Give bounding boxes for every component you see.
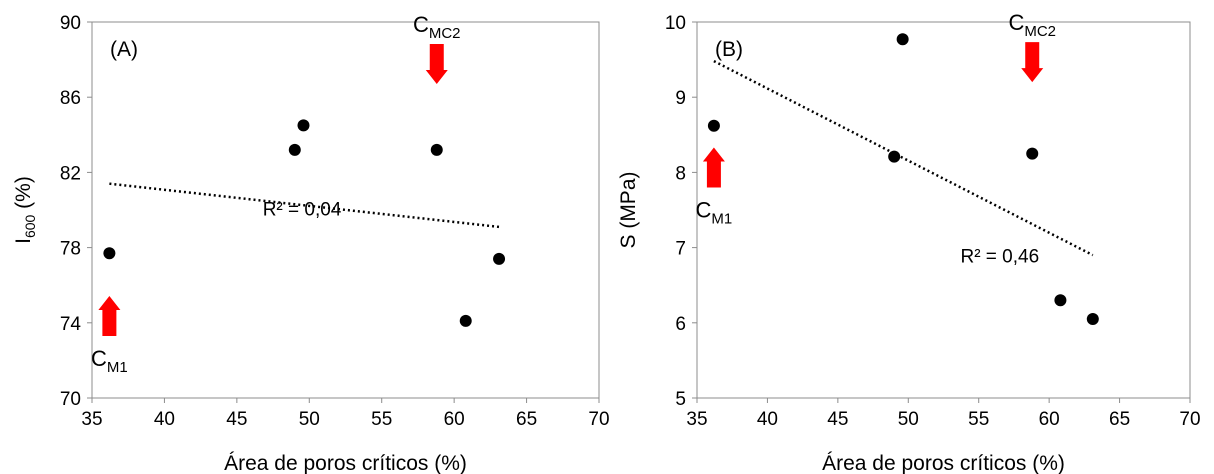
- x-tick-label: 65: [1109, 409, 1130, 430]
- y-tick-label: 78: [60, 239, 81, 260]
- data-point: [493, 252, 506, 265]
- data-point: [1086, 313, 1099, 326]
- y-tick-label: 8: [675, 163, 686, 184]
- data-point: [103, 247, 116, 260]
- point-annotation: CMC2: [413, 12, 461, 42]
- data-point: [288, 143, 301, 156]
- x-tick-label: 35: [81, 409, 102, 430]
- x-tick-label: 60: [1039, 409, 1060, 430]
- y-tick-label: 82: [60, 163, 81, 184]
- data-point: [707, 119, 720, 132]
- chart-panel-a: 35 40 45 50 55 60 65 70 70 74 78 82 86 90 Área de poro…: [12, 12, 610, 474]
- trend-line: [713, 59, 1094, 257]
- y-tick-label: 10: [665, 13, 686, 34]
- x-axis-label: Área de poros críticos (%): [822, 452, 1065, 474]
- data-point: [1054, 294, 1067, 307]
- y-tick-label: 70: [60, 389, 81, 410]
- y-tick-label: 7: [675, 239, 686, 260]
- plot-frame: [91, 21, 600, 399]
- panel-label: (B): [715, 38, 743, 61]
- arrow-down-icon: [1021, 42, 1044, 83]
- x-tick-label: 45: [827, 409, 848, 430]
- x-tick-label: 65: [516, 409, 537, 430]
- data-point: [430, 143, 443, 156]
- arrow-down-icon: [425, 44, 448, 85]
- x-tick-label: 70: [588, 409, 609, 430]
- data-point: [459, 314, 472, 327]
- y-tick-label: 5: [675, 389, 686, 410]
- x-tick-label: 70: [1179, 409, 1200, 430]
- x-tick-label: 40: [154, 409, 175, 430]
- plot-frame: [696, 21, 1191, 399]
- y-axis-label: S (MPa): [617, 171, 640, 248]
- x-tick-label: 50: [898, 409, 919, 430]
- y-tick-label: 86: [60, 88, 81, 109]
- x-tick-label: 40: [757, 409, 778, 430]
- r-squared-label: R² = 0,46: [960, 247, 1039, 268]
- y-tick-label: 90: [60, 13, 81, 34]
- r-squared-label: R² = 0,04: [263, 200, 342, 221]
- point-annotation: CM1: [696, 197, 733, 227]
- data-point: [896, 33, 909, 46]
- y-tick-label: 9: [675, 88, 686, 109]
- arrow-up-icon: [98, 295, 121, 336]
- chart-panel-b: 35 40 45 50 55 60 65 70 5 6 7 8 9 10 Área de poros crí…: [617, 10, 1201, 474]
- trend-line: [109, 182, 500, 229]
- x-tick-label: 35: [686, 409, 707, 430]
- x-tick-label: 55: [968, 409, 989, 430]
- point-annotation: CMC2: [1008, 10, 1056, 40]
- y-tick-label: 74: [60, 314, 82, 335]
- x-tick-label: 50: [299, 409, 320, 430]
- arrow-up-icon: [702, 147, 725, 188]
- x-tick-label: 55: [371, 409, 392, 430]
- data-point: [297, 119, 310, 132]
- x-tick-label: 45: [226, 409, 247, 430]
- data-point: [888, 150, 901, 163]
- data-point: [1026, 147, 1039, 160]
- panel-label: (A): [110, 38, 138, 61]
- y-axis-label: I600 (%): [12, 176, 38, 244]
- x-axis-label: Área de poros críticos (%): [224, 452, 467, 474]
- y-tick-label: 6: [675, 314, 686, 335]
- point-annotation: CM1: [91, 346, 128, 376]
- x-tick-label: 60: [444, 409, 465, 430]
